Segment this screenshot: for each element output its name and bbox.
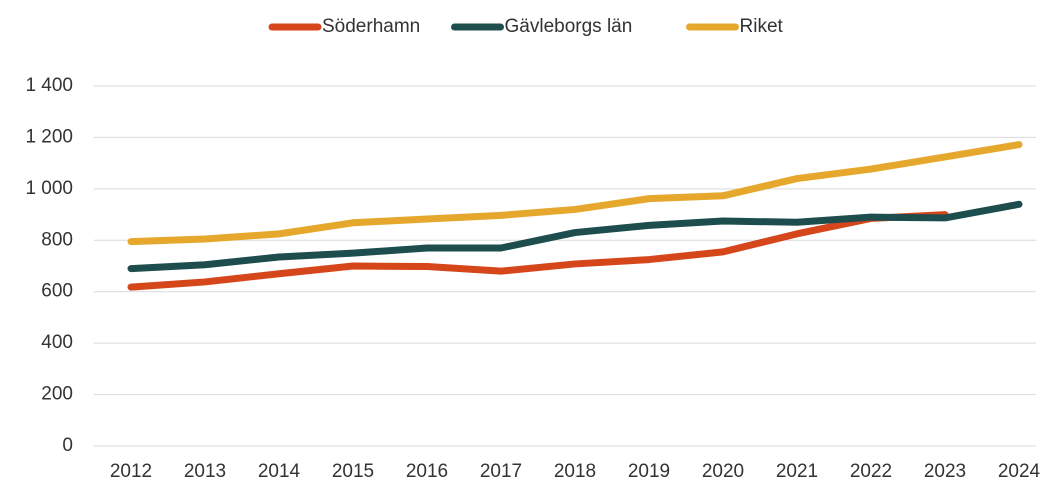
x-tick-label: 2016 (406, 461, 448, 482)
x-tick-label: 2021 (776, 461, 818, 482)
x-tick-label: 2018 (554, 461, 596, 482)
legend-label: Riket (740, 16, 784, 37)
x-tick-label: 2020 (702, 461, 744, 482)
y-tick-label: 200 (41, 384, 73, 405)
series-line (127, 200, 1023, 273)
y-tick-label: 0 (62, 435, 73, 456)
x-tick-label: 2015 (332, 461, 374, 482)
y-tick-label: 400 (41, 332, 73, 353)
y-tick-label: 600 (41, 281, 73, 302)
x-tick-label: 2017 (480, 461, 522, 482)
y-tick-label: 1 400 (25, 75, 73, 96)
x-tick-label: 2014 (258, 461, 301, 482)
y-tick-label: 1 000 (25, 178, 73, 199)
series-line (127, 141, 1023, 246)
x-tick-label: 2023 (924, 461, 966, 482)
legend-label: Gävleborgs län (505, 16, 633, 37)
x-tick-label: 2013 (184, 461, 226, 482)
legend-label: Söderhamn (322, 16, 420, 37)
x-tick-label: 2022 (850, 461, 892, 482)
x-tick-label: 2019 (628, 461, 670, 482)
series-line (127, 211, 949, 291)
x-tick-label: 2012 (110, 461, 152, 482)
x-tick-label: 2024 (998, 461, 1041, 482)
y-tick-label: 800 (41, 229, 73, 250)
y-tick-label: 1 200 (25, 126, 73, 147)
